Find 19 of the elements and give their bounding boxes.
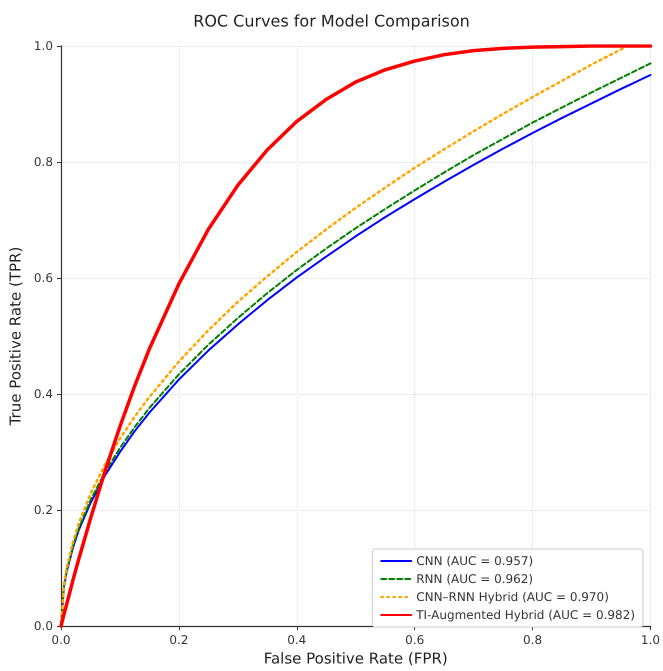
x-tick-label: 0.0 xyxy=(51,633,71,648)
x-tick-label: 0.8 xyxy=(523,633,542,648)
chart-title: ROC Curves for Model Comparison xyxy=(193,12,470,30)
x-axis-title: False Positive Rate (FPR) xyxy=(264,650,448,668)
y-tick-label: 0.6 xyxy=(34,271,53,286)
y-tick-label: 0.4 xyxy=(34,387,53,402)
x-tick-label: 0.2 xyxy=(169,633,188,648)
legend-label: CNN–RNN Hybrid (AUC = 0.970) xyxy=(416,590,609,604)
y-tick-label: 0.2 xyxy=(34,503,53,518)
x-tick-label: 1.0 xyxy=(640,633,660,648)
legend-label: TI-Augmented Hybrid (AUC = 0.982) xyxy=(415,608,636,622)
y-tick-label: 0.8 xyxy=(34,155,53,170)
x-tick-label: 0.4 xyxy=(287,633,306,648)
y-tick-label: 1.0 xyxy=(34,39,53,53)
x-tick-label: 0.6 xyxy=(405,633,424,648)
y-axis-title: True Positive Rate (TPR) xyxy=(6,246,24,426)
legend-label: RNN (AUC = 0.962) xyxy=(416,572,534,586)
legend-label: CNN (AUC = 0.957) xyxy=(416,554,534,568)
y-tick-label: 0.0 xyxy=(34,619,53,634)
